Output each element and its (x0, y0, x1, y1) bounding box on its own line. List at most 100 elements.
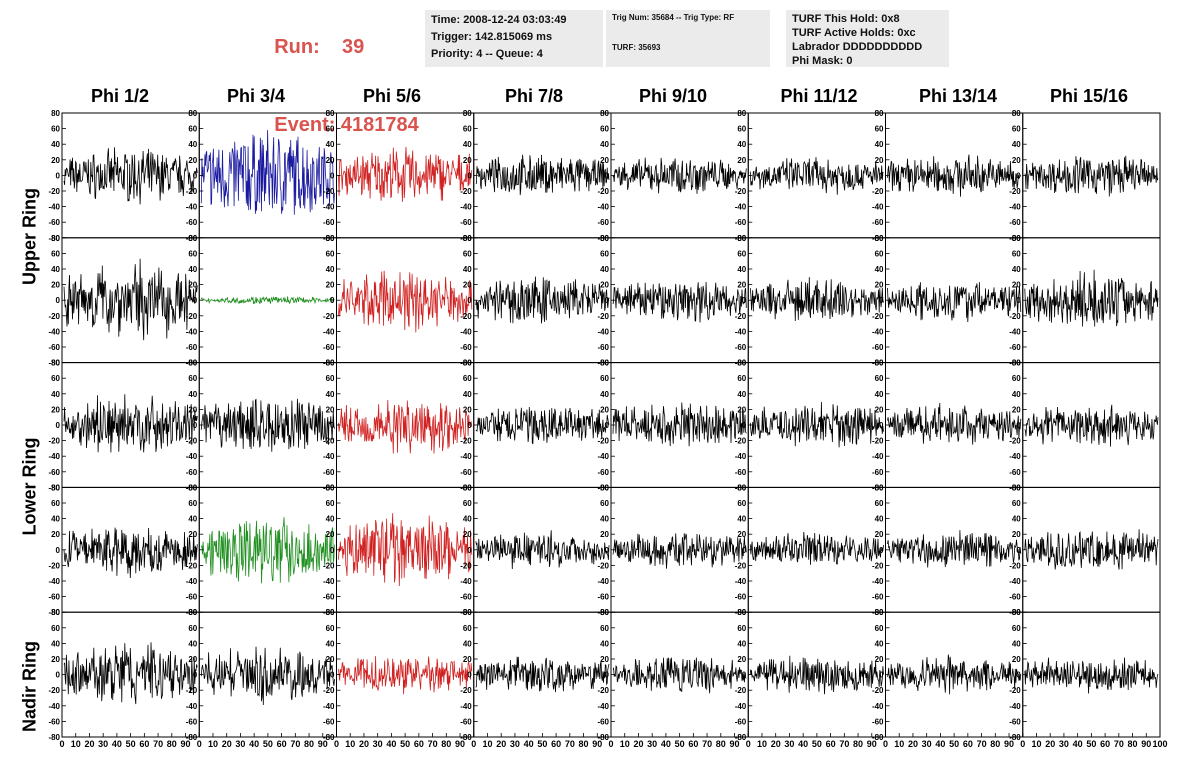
y-tick-label: 0 (879, 296, 884, 305)
y-tick-label: -60 (186, 218, 198, 227)
y-tick-label: 60 (463, 249, 472, 258)
y-tick-label: 0 (56, 671, 61, 680)
y-tick-label: -20 (735, 437, 747, 446)
y-tick-label: 80 (326, 359, 335, 368)
waveform-trace-r2-c8 (1024, 269, 1159, 327)
waveform-trace-r3-c3 (338, 399, 473, 454)
y-tick-label: 20 (326, 405, 335, 414)
y-tick-label: 0 (605, 296, 610, 305)
y-tick-label: 40 (326, 140, 335, 149)
x-tick-label: 30 (922, 739, 932, 749)
y-tick-label: -60 (48, 593, 60, 602)
y-tick-label: 60 (1012, 249, 1021, 258)
waveform-trace-r4-c7 (887, 530, 1022, 568)
turf-active-text: TURF Active Holds: 0xc (792, 27, 916, 39)
trig-num-text: Trig Num: 35684 -- Trig Type: RF (612, 13, 735, 22)
x-tick-label: 10 (71, 739, 81, 749)
y-tick-label: 80 (875, 109, 884, 118)
y-tick-label: -20 (186, 187, 198, 196)
y-tick-label: -60 (460, 593, 472, 602)
y-tick-label: -20 (48, 312, 60, 321)
y-tick-label: 0 (742, 671, 747, 680)
y-tick-label: 40 (1012, 140, 1021, 149)
y-tick-label: -40 (597, 577, 609, 586)
y-tick-label: -40 (186, 327, 198, 336)
x-tick-label: 10 (208, 739, 218, 749)
y-tick-label: 0 (330, 671, 335, 680)
x-tick-label: 60 (688, 739, 698, 749)
column-title-8: Phi 15/16 (1049, 86, 1129, 106)
x-tick-label: 60 (277, 739, 287, 749)
x-tick-label: 50 (126, 739, 136, 749)
waveform-trace-r3-c2 (200, 398, 335, 452)
y-tick-label: 40 (600, 515, 609, 524)
y-tick-label: -20 (186, 312, 198, 321)
waveform-trace-r2-c6 (749, 277, 884, 322)
y-tick-label: 40 (875, 140, 884, 149)
y-tick-label: 0 (1016, 546, 1021, 555)
y-tick-label: -60 (323, 343, 335, 352)
event-value: 4181784 (340, 114, 419, 136)
waveform-trace-r4-c6 (749, 531, 884, 565)
x-tick-label: 50 (1086, 739, 1096, 749)
waveform-trace-r3-c6 (749, 401, 884, 448)
y-tick-label: 40 (1012, 639, 1021, 648)
y-tick-label: -40 (323, 327, 335, 336)
waveform-trace-r3-c4 (475, 406, 610, 445)
x-tick-label: 80 (441, 739, 451, 749)
y-tick-label: 0 (742, 421, 747, 430)
y-tick-label: -20 (1009, 561, 1021, 570)
y-tick-label: -40 (597, 452, 609, 461)
y-tick-label: -60 (735, 218, 747, 227)
y-tick-label: -40 (1009, 577, 1021, 586)
y-tick-label: 0 (742, 546, 747, 555)
y-tick-label: 20 (875, 530, 884, 539)
y-tick-label: -60 (735, 593, 747, 602)
y-tick-label: 60 (51, 249, 60, 258)
y-tick-label: 60 (326, 499, 335, 508)
y-tick-label: 20 (188, 655, 197, 664)
x-tick-label: 10 (345, 739, 355, 749)
x-tick-label: 100 (1152, 739, 1167, 749)
y-tick-label: 60 (188, 374, 197, 383)
y-tick-label: -60 (186, 468, 198, 477)
y-tick-label: -80 (1009, 483, 1021, 492)
y-tick-label: -20 (597, 437, 609, 446)
y-tick-label: -40 (597, 327, 609, 336)
waveform-trace-r1-c2 (200, 130, 335, 215)
y-tick-label: -60 (1009, 218, 1021, 227)
y-tick-label: 60 (326, 374, 335, 383)
y-tick-label: 80 (51, 234, 60, 243)
x-tick-label: 80 (990, 739, 1000, 749)
y-tick-label: 60 (188, 249, 197, 258)
y-tick-label: 0 (330, 171, 335, 180)
y-tick-label: -40 (872, 452, 884, 461)
y-tick-label: 80 (737, 234, 746, 243)
column-title-2: Phi 3/4 (226, 86, 286, 106)
column-title-1: Phi 1/2 (90, 86, 150, 106)
x-tick-label: 60 (963, 739, 973, 749)
y-tick-label: 40 (51, 140, 60, 149)
y-tick-label: -40 (323, 452, 335, 461)
y-tick-label: 0 (879, 546, 884, 555)
y-tick-label: -80 (460, 733, 472, 742)
x-tick-label: 50 (812, 739, 822, 749)
y-tick-label: 80 (326, 608, 335, 617)
y-tick-label: 0 (467, 671, 472, 680)
x-tick-label: 40 (524, 739, 534, 749)
y-tick-label: -60 (323, 593, 335, 602)
x-tick-label: 60 (414, 739, 424, 749)
y-tick-label: -40 (460, 327, 472, 336)
y-tick-label: 20 (188, 530, 197, 539)
x-tick-label: 0 (608, 739, 613, 749)
waveform-trace-r3-c5 (612, 402, 747, 447)
x-tick-label: 90 (181, 739, 191, 749)
y-tick-label: 20 (737, 405, 746, 414)
y-tick-label: -80 (872, 483, 884, 492)
y-tick-label: -60 (735, 343, 747, 352)
y-tick-label: 40 (463, 265, 472, 274)
y-tick-label: -80 (48, 733, 60, 742)
y-tick-label: 0 (56, 171, 61, 180)
y-tick-label: -40 (186, 577, 198, 586)
